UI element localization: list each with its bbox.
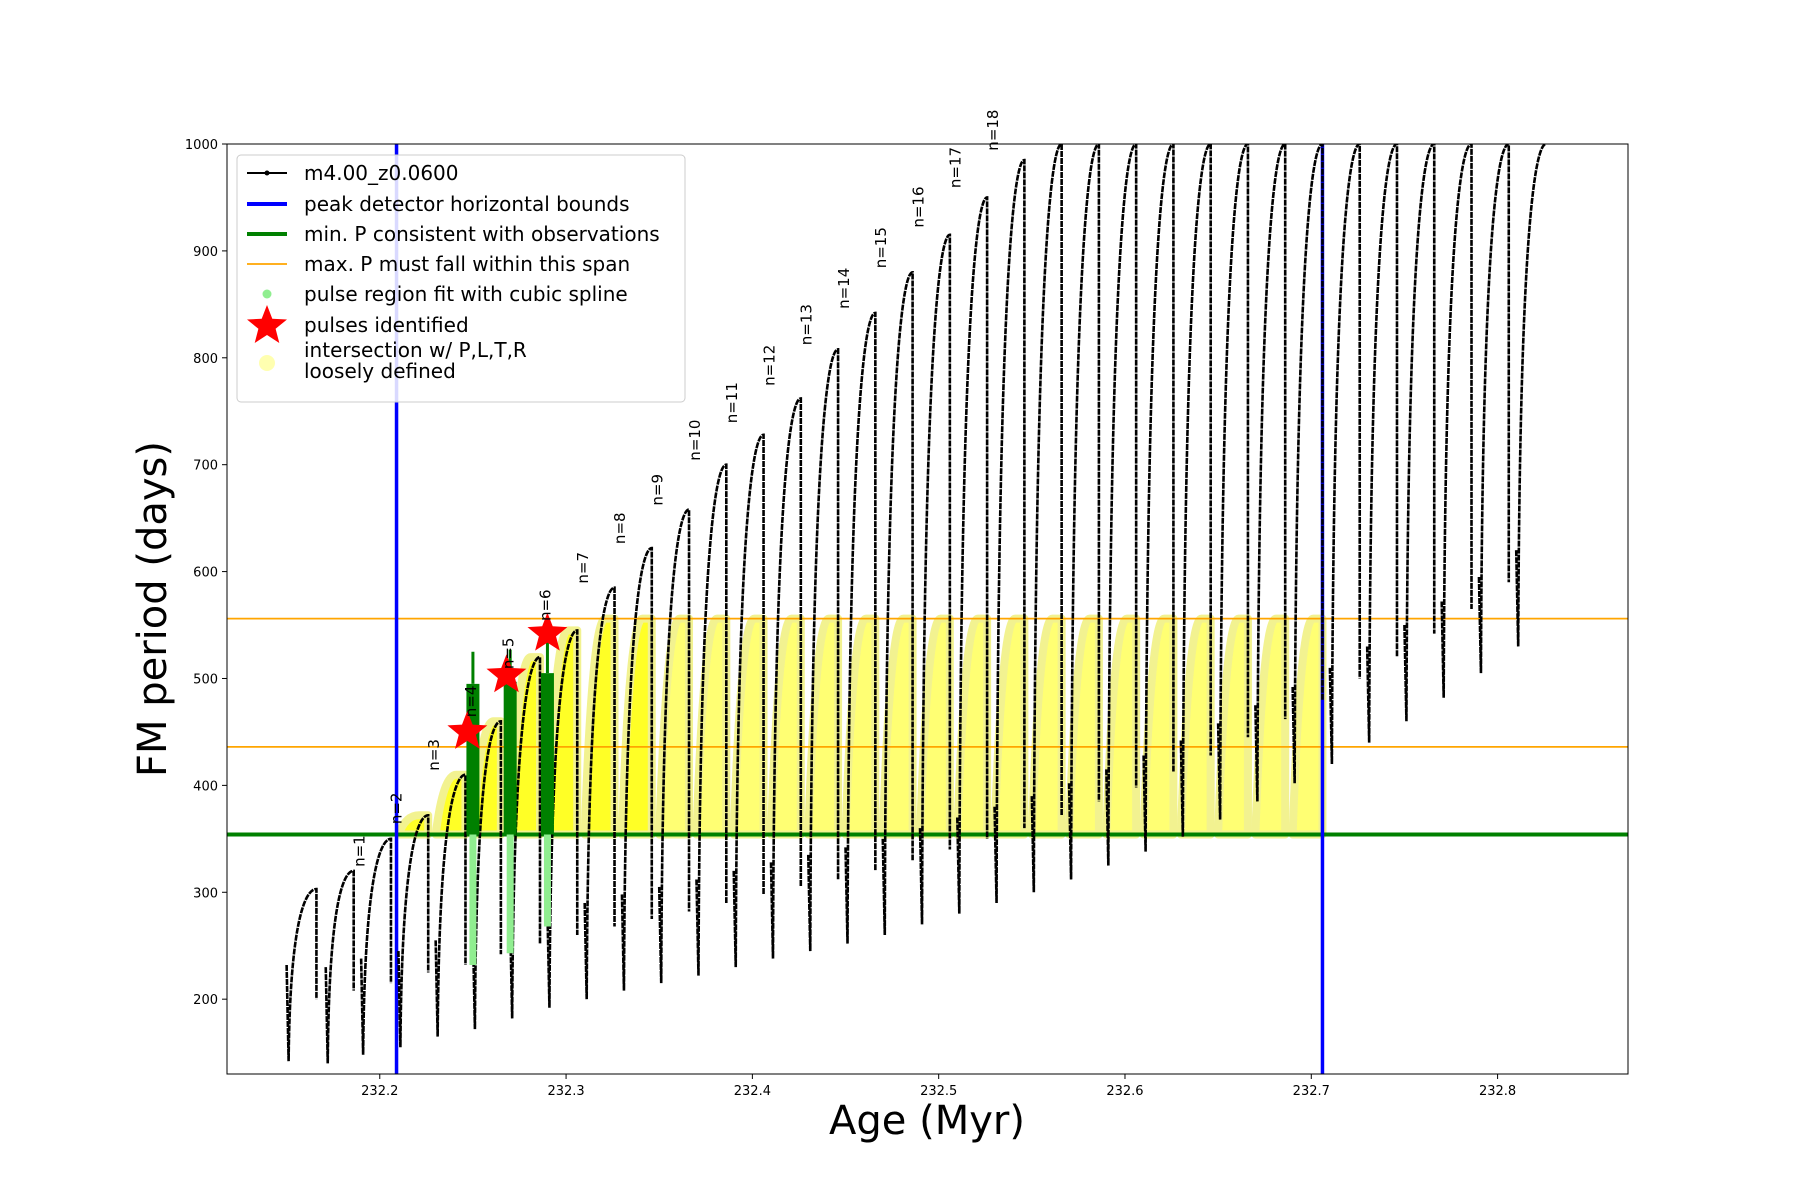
curve-segment	[1365, 144, 1399, 743]
legend-label: m4.00_z0.0600	[304, 161, 459, 185]
axes-frame	[226, 143, 1629, 1075]
legend-handle	[262, 289, 272, 299]
curve-segment	[1105, 144, 1138, 866]
y-tick-label: 700	[193, 459, 218, 474]
pulse-number-label: n=18	[984, 110, 1002, 151]
y-tick-label: 900	[193, 245, 218, 260]
curve-segment	[620, 546, 654, 991]
x-tick-label: 232.6	[1106, 1084, 1143, 1099]
legend-handle-dot	[264, 170, 270, 176]
pulse-number-label: n=6	[537, 589, 555, 621]
curve-segment	[1477, 144, 1511, 674]
curve-segment	[844, 311, 877, 944]
x-tick-label: 232.7	[1293, 1084, 1330, 1099]
y-tick-label: 600	[193, 566, 218, 581]
curve-segment	[434, 773, 467, 1037]
curve-segment	[1030, 144, 1063, 893]
pulse-number-label: n=1	[350, 835, 368, 867]
legend-handle	[259, 355, 275, 371]
legend-label: pulse region fit with cubic spline	[304, 282, 628, 306]
pulse-number-label: n=5	[499, 638, 517, 670]
pulse-number-label: n=17	[947, 147, 965, 188]
curve-segment	[918, 233, 952, 925]
axis-ticks: 232.2 232.3 232.4 232.5 232.6 232.7 232.8 200 30…	[185, 138, 1516, 1099]
x-tick-label: 232.5	[920, 1084, 957, 1099]
legend-label: intersection w/ P,L,T,R	[304, 338, 527, 362]
curve-segment	[732, 433, 765, 968]
curve-segment	[359, 837, 393, 1055]
legend-label: max. P must fall within this span	[304, 252, 630, 276]
pulse-number-label: n=8	[611, 512, 629, 544]
curve-segment	[1514, 144, 1547, 647]
y-tick-label: 400	[193, 779, 218, 794]
curve-segment	[769, 397, 803, 959]
curve-segment	[1216, 144, 1250, 820]
pulse-number-label: n=16	[909, 186, 927, 227]
pulse-number-label: n=9	[648, 474, 666, 506]
pulse-number-label: n=15	[872, 227, 890, 268]
pulse-number-label: n=3	[425, 739, 443, 771]
curve-segment	[1179, 144, 1212, 837]
curve-segment	[285, 887, 318, 1062]
curve-segment	[1440, 144, 1473, 698]
y-tick-label: 300	[193, 886, 218, 901]
x-axis-title: Age (Myr)	[829, 1098, 1025, 1144]
pulse-star	[447, 710, 488, 749]
legend-label: pulses identified	[304, 313, 469, 337]
curve-segment	[1142, 144, 1175, 852]
legend-box	[236, 154, 686, 403]
pulse-number-label: n=13	[798, 304, 816, 345]
pulse-regions	[466, 641, 554, 965]
x-tick-label: 232.4	[734, 1084, 771, 1099]
pulse-number-label: n=4	[462, 686, 480, 718]
curve-segment	[1067, 144, 1101, 880]
y-axis-title: FM period (days)	[130, 441, 176, 777]
curve-segment	[695, 463, 728, 976]
pulse-number-label: n=2	[388, 793, 406, 825]
x-tick-label: 232.8	[1479, 1084, 1516, 1099]
pulse-star	[486, 654, 527, 693]
curve-segment	[657, 508, 691, 984]
curve-segment	[1403, 144, 1436, 722]
curve-segment	[1254, 144, 1287, 802]
pulse-number-label: n=12	[760, 345, 778, 386]
curve-segment	[397, 814, 430, 1048]
legend-label: peak detector horizontal bounds	[304, 192, 630, 216]
y-tick-label: 500	[193, 672, 218, 687]
curve-segment	[583, 586, 616, 1000]
y-tick-label: 200	[193, 993, 218, 1008]
curve-segment	[1328, 144, 1362, 765]
curve-segment	[881, 270, 914, 936]
legend-label: loosely defined	[304, 359, 456, 383]
pulse-star	[527, 612, 568, 651]
x-tick-label: 232.2	[361, 1084, 398, 1099]
pulse-number-labels: n=1 n=2 n=3 n=4 n=5 n=6 n=7 n=8 n=9 n=10 n=11 n=12 n…	[350, 110, 1001, 867]
curve-segment	[806, 347, 840, 952]
pulse-number-label: n=10	[686, 420, 704, 461]
x-tick-label: 232.3	[547, 1084, 584, 1099]
legend-label: min. P consistent with observations	[304, 222, 660, 246]
curve-segment	[956, 196, 989, 914]
pulse-number-label: n=11	[723, 382, 741, 423]
curve-segment	[993, 158, 1026, 903]
y-tick-label: 800	[193, 352, 218, 367]
y-tick-label: 1000	[185, 138, 218, 153]
legend-handle	[247, 305, 287, 343]
curve-segment	[1291, 144, 1324, 784]
pulses-identified	[447, 612, 568, 749]
curve-segment	[324, 869, 355, 1064]
pulse-number-label: n=7	[574, 552, 592, 584]
pulse-number-label: n=14	[835, 268, 853, 309]
